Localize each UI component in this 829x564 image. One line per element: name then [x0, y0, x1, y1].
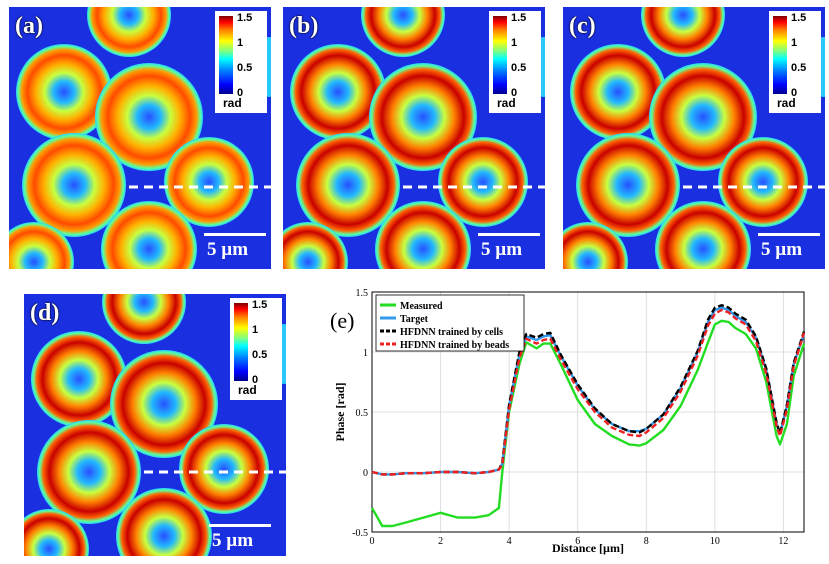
colorbar-tick: 1 [237, 37, 244, 49]
colorbar-tick: 0 [791, 87, 798, 99]
y-tick-label: -0.5 [352, 528, 368, 539]
colorbar-tick: 0 [237, 87, 244, 99]
legend-label-measured: Measured [400, 301, 443, 312]
scale-bar [478, 233, 540, 236]
phase-map-c [563, 7, 825, 269]
chart-panel-label: (e) [330, 308, 354, 333]
colorbar-tick: 0 [252, 374, 259, 386]
legend-label-beads: HFDNN trained by beads [400, 340, 509, 351]
panel-label-b: (b) [289, 13, 319, 39]
colorbar-tick: 0.5 [237, 62, 253, 74]
colorbar-unit: rad [777, 96, 796, 110]
legend-box [375, 294, 525, 352]
series-layer [370, 304, 806, 528]
x-tick-label: 10 [710, 536, 720, 547]
y-tick-label: 1 [363, 348, 368, 359]
x-tick-label: 8 [644, 536, 649, 547]
colorbar-unit: rad [497, 96, 516, 110]
series-line-hfdnn-beads [371, 308, 806, 476]
colorbar-gradient [219, 16, 233, 94]
scale-bar [209, 524, 271, 527]
scale-bar [204, 233, 266, 236]
plot-frame [371, 291, 805, 533]
y-tick-label: 0.5 [356, 408, 369, 419]
phase-profile-chart: 0 2 4 6 8 10 12-0.500.511.5 Distance [µm] Phas… [330, 288, 806, 555]
colorbar-tick: 0.5 [511, 62, 527, 74]
colorbar-gradient [234, 303, 248, 381]
phase-image-a: (a) 1.5 1 0.5 0 rad 5 µm [9, 7, 271, 269]
colorbar-d: 1.5 1 0.5 0 rad [230, 298, 282, 400]
panel-label-c: (c) [569, 13, 596, 39]
phase-image-d: (d) 1.5 1 0.5 0 rad 5 µm [24, 294, 286, 556]
x-tick-label: 12 [778, 536, 788, 547]
scale-bar-label: 5 µm [761, 239, 803, 260]
series-line-measured [370, 319, 806, 528]
colorbar-tick: 0.5 [252, 349, 268, 361]
x-axis-label: Distance [µm] [552, 541, 624, 555]
y-axis-label: Phase [rad] [333, 383, 347, 442]
colorbar-gradient [493, 16, 507, 94]
colorbar-tick: 1 [791, 37, 798, 49]
legend-label-cells: HFDNN trained by cells [400, 327, 503, 338]
scale-bar-label: 5 µm [212, 530, 254, 551]
colorbar-tick: 1.5 [252, 299, 268, 311]
x-tick-label: 4 [507, 536, 512, 547]
legend-label-target: Target [400, 314, 429, 325]
colorbar-a: 1.5 1 0.5 0 rad [215, 11, 267, 113]
colorbar-tick: 1 [511, 37, 518, 49]
x-tick-label: 0 [370, 536, 375, 547]
colorbar-b: 1.5 1 0.5 0 rad [489, 11, 541, 113]
colorbar-tick: 1 [252, 324, 259, 336]
colorbar-tick: 1.5 [791, 12, 807, 24]
phase-image-c: (c) 1.5 1 0.5 0 rad 5 µm [563, 7, 825, 269]
colorbar-c: 1.5 1 0.5 0 rad [769, 11, 821, 113]
panel-label-a: (a) [15, 13, 43, 39]
x-tick-label: 2 [438, 536, 443, 547]
colorbar-tick: 1.5 [237, 12, 253, 24]
y-tick-label: 0 [363, 468, 368, 479]
panel-label-d: (d) [30, 300, 60, 326]
scale-bar-label: 5 µm [481, 239, 523, 260]
colorbar-gradient [773, 16, 787, 94]
scale-bar [758, 233, 820, 236]
legend: Measured Target HFDNN trained by cells H… [375, 294, 525, 352]
phase-map-b [283, 7, 545, 269]
colorbar-unit: rad [223, 96, 242, 110]
y-tick-label: 1.5 [356, 288, 369, 299]
phase-image-b: (b) 1.5 1 0.5 0 rad 5 µm [283, 7, 545, 269]
phase-map-d [24, 294, 286, 556]
x-tick-label: 6 [575, 536, 580, 547]
colorbar-tick: 0 [511, 87, 518, 99]
scale-bar-label: 5 µm [207, 239, 249, 260]
colorbar-tick: 1.5 [511, 12, 527, 24]
tick-layer: 0 2 4 6 8 10 12-0.500.511.5 [352, 288, 788, 547]
colorbar-tick: 0.5 [791, 62, 807, 74]
colorbar-unit: rad [238, 383, 257, 397]
